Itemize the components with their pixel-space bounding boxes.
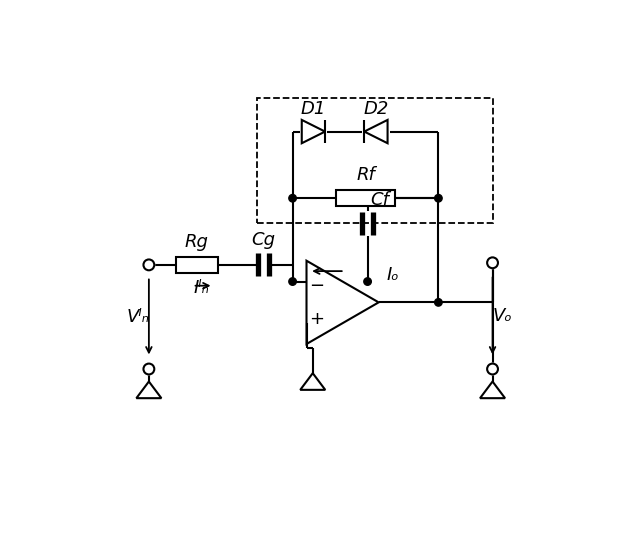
- Text: Vᴵₙ: Vᴵₙ: [127, 308, 150, 326]
- Text: Iᴵₙ: Iᴵₙ: [193, 279, 209, 297]
- Text: Iₒ: Iₒ: [386, 266, 399, 284]
- Circle shape: [487, 258, 498, 268]
- Circle shape: [143, 364, 154, 374]
- Text: D2: D2: [364, 100, 388, 117]
- Circle shape: [435, 299, 442, 306]
- Circle shape: [289, 278, 296, 285]
- Circle shape: [364, 278, 371, 285]
- Text: D1: D1: [301, 100, 326, 117]
- Text: Rg: Rg: [185, 233, 209, 251]
- Bar: [176, 257, 218, 273]
- Text: Cf: Cf: [371, 192, 390, 209]
- Text: −: −: [309, 276, 324, 295]
- Circle shape: [487, 364, 498, 374]
- Text: +: +: [309, 310, 324, 328]
- Bar: [257, 98, 493, 223]
- Circle shape: [435, 194, 442, 202]
- Bar: [337, 190, 395, 206]
- Text: Rf: Rf: [356, 166, 375, 184]
- Text: Vₒ: Vₒ: [493, 307, 513, 325]
- Circle shape: [143, 260, 154, 270]
- Text: Cg: Cg: [252, 231, 275, 249]
- Circle shape: [289, 194, 296, 202]
